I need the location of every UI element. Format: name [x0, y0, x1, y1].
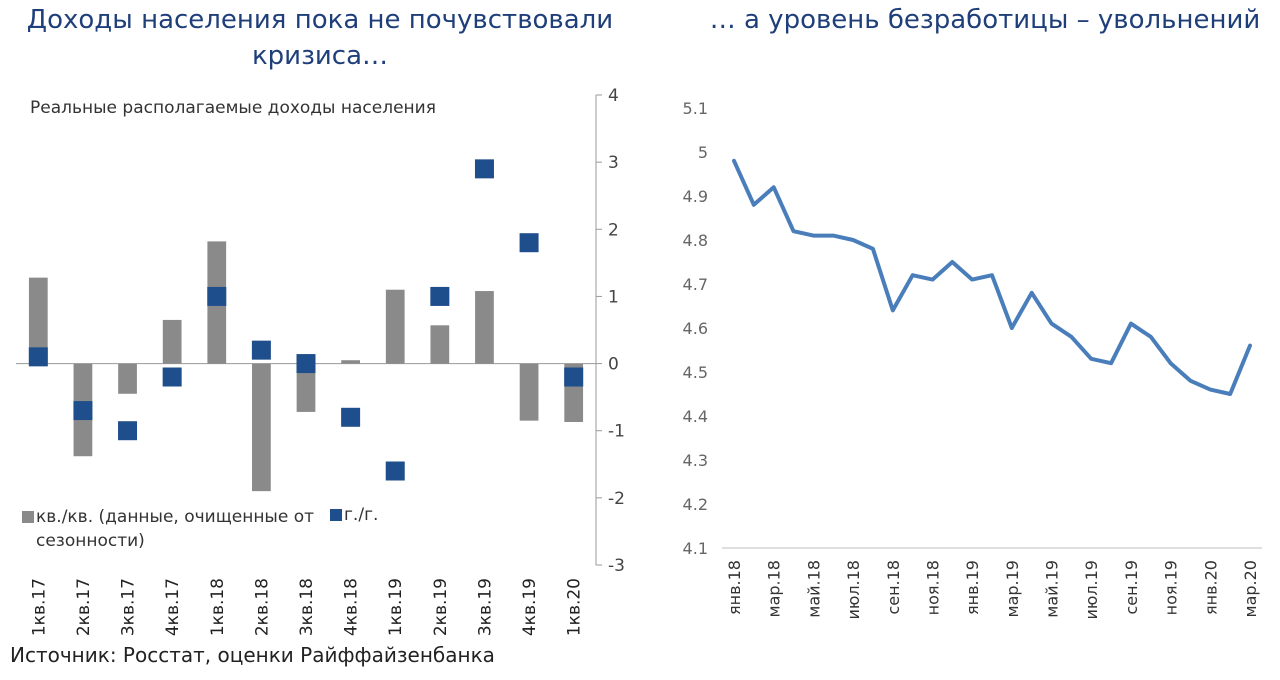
income-marker-yoy: [341, 407, 361, 427]
income-marker-yoy: [251, 340, 271, 360]
income-bar-qoq: [296, 363, 316, 412]
income-x-tick-label: 1кв.20: [565, 578, 585, 636]
income-x-tick-label: 2кв.18: [252, 578, 272, 636]
income-bar-qoq: [430, 325, 450, 364]
income-y-tick-label: -3: [608, 556, 625, 576]
income-bar-qoq: [118, 363, 137, 394]
income-marker-yoy: [28, 347, 48, 367]
income-bar-qoq: [28, 277, 48, 364]
legend-label-qoq: кв./кв. (данные, очищенные от сезонности…: [36, 507, 315, 551]
income-x-tick-label: 3кв.18: [297, 578, 317, 636]
unemployment-y-tick-label: 4.7: [683, 275, 708, 294]
income-bar-qoq: [475, 291, 494, 364]
income-marker-yoy: [519, 233, 539, 253]
legend-swatch-bar: [22, 511, 34, 523]
unemployment-y-tick-label: 5: [698, 143, 708, 162]
income-marker-yoy: [162, 367, 182, 387]
income-chart-legend: кв./кв. (данные, очищенные от сезонности…: [22, 505, 402, 553]
unemployment-y-tick-label: 4.8: [683, 231, 708, 250]
income-y-tick-label: 0: [608, 355, 619, 375]
income-x-tick-label: 3кв.19: [475, 578, 495, 636]
income-marker-yoy: [296, 354, 316, 374]
legend-swatch-marker: [330, 509, 342, 521]
unemployment-x-tick-label: июл.18: [844, 560, 863, 620]
unemployment-x-tick-label: сен.19: [1122, 560, 1141, 615]
unemployment-x-tick-label: июл.19: [1082, 560, 1101, 620]
income-chart-subtitle: Реальные располагаемые доходы населения: [30, 98, 436, 118]
unemployment-x-tick-label: май.19: [1043, 560, 1062, 618]
unemployment-x-tick-label: май.18: [804, 560, 823, 618]
left-chart-title: Доходы населения пока не почувствовали к…: [26, 5, 614, 71]
income-marker-yoy: [73, 401, 93, 421]
unemployment-y-tick-label: 4.2: [683, 495, 708, 514]
income-marker-yoy: [385, 461, 405, 481]
unemployment-x-tick-label: мар.20: [1241, 560, 1260, 617]
unemployment-x-tick-label: ноя.18: [923, 560, 942, 615]
income-x-tick-label: 4кв.18: [342, 578, 362, 636]
unemployment-x-tick-label: ноя.19: [1162, 560, 1181, 615]
income-bar-qoq: [341, 360, 360, 364]
legend-item-qoq: кв./кв. (данные, очищенные от сезонности…: [22, 507, 326, 551]
income-y-tick-label: 3: [608, 153, 619, 173]
income-marker-yoy: [118, 421, 138, 441]
unemployment-x-tick-label: мар.19: [1003, 560, 1022, 617]
income-bar-qoq: [252, 363, 271, 492]
income-marker-yoy: [564, 367, 584, 387]
unemployment-y-tick-label: 4.5: [683, 363, 708, 382]
unemployment-y-tick-label: 4.9: [683, 187, 708, 206]
income-y-tick-label: -1: [608, 422, 625, 442]
unemployment-x-tick-label: сен.18: [884, 560, 903, 615]
income-bar-qoq: [385, 289, 405, 364]
income-x-tick-label: 3кв.17: [119, 578, 139, 636]
unemployment-x-tick-label: янв.20: [1201, 560, 1220, 615]
unemployment-y-tick-label: 4.1: [683, 539, 708, 558]
income-marker-yoy: [430, 286, 450, 306]
income-y-tick-label: -2: [608, 489, 625, 509]
legend-label-yoy: г./г.: [344, 505, 379, 525]
unemployment-x-tick-label: мар.18: [765, 560, 784, 617]
income-x-tick-label: 1кв.19: [386, 578, 406, 636]
income-x-tick-label: 4кв.19: [520, 578, 540, 636]
unemployment-x-tick-label: янв.19: [963, 560, 982, 615]
legend-item-yoy: г./г.: [330, 505, 378, 525]
income-y-tick-label: 4: [608, 86, 619, 106]
unemployment-y-tick-label: 4.3: [683, 451, 708, 470]
unemployment-y-tick-label: 4.6: [683, 319, 708, 338]
income-y-tick-label: 1: [608, 287, 619, 307]
income-bar-qoq: [162, 319, 182, 364]
income-x-tick-label: 1кв.18: [208, 578, 228, 636]
unemployment-y-tick-label: 4.4: [683, 407, 708, 426]
source-note: Источник: Росстат, оценки Райффайзенбанк…: [10, 643, 495, 667]
income-marker-yoy: [474, 159, 494, 179]
right-chart-title: … а уровень безработицы – увольнений: [709, 5, 1261, 35]
unemployment-y-tick-label: 5.1: [683, 99, 708, 118]
unemployment-x-tick-label: янв.18: [725, 560, 744, 615]
income-x-tick-label: 1кв.17: [29, 578, 49, 636]
income-x-tick-label: 4кв.17: [163, 578, 183, 636]
income-marker-yoy: [207, 286, 227, 306]
income-bar-qoq: [519, 363, 539, 421]
unemployment-series-line: [732, 158, 1252, 396]
income-y-tick-label: 2: [608, 220, 619, 240]
income-x-tick-label: 2кв.19: [431, 578, 451, 636]
income-x-tick-label: 2кв.17: [74, 578, 94, 636]
